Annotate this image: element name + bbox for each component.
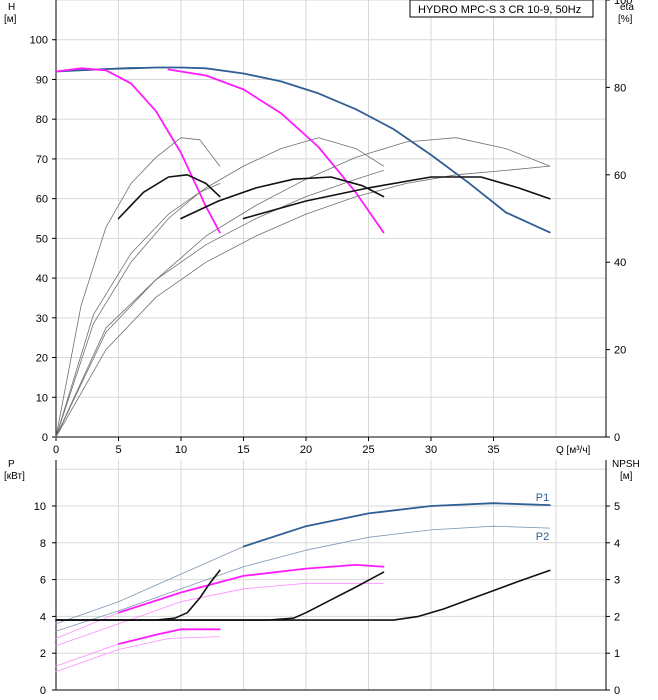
h-tick-label: 10 — [36, 392, 48, 404]
axes — [52, 0, 610, 691]
curve-label-p2: P2 — [536, 531, 549, 543]
eta-tick-label: 100 — [614, 0, 632, 7]
curve-label-p1: P1 — [536, 492, 549, 504]
p-tick-label: 8 — [40, 538, 46, 550]
bottom-p-curve-2 — [55, 525, 551, 632]
bottom-p-curve-1 — [55, 546, 244, 625]
eta-tick-label: 60 — [614, 170, 626, 182]
q-axis-unit: Q [м³/ч] — [556, 445, 591, 456]
npsh-tick-label: 1 — [614, 648, 620, 660]
npsh-tick-label: 5 — [614, 501, 620, 513]
h-tick-label: 90 — [36, 74, 48, 86]
q-tick-label: 35 — [487, 444, 499, 456]
bottom-p-curve-4 — [55, 612, 119, 639]
top-h-curve-3 — [167, 68, 385, 234]
p-tick-label: 2 — [40, 648, 46, 660]
top-eta-curve-12 — [242, 176, 551, 220]
top-panel-grid — [55, 0, 606, 438]
h-tick-label: 100 — [30, 35, 48, 47]
eta-tick-label: 0 — [614, 432, 620, 444]
npsh-tick-label: 2 — [614, 611, 620, 623]
top-h-curve-0 — [55, 66, 551, 234]
bottom-p-curve-3 — [117, 564, 385, 614]
h-tick-label: 80 — [36, 114, 48, 126]
eta-tick-label: 80 — [614, 82, 626, 94]
q-tick-label: 15 — [237, 444, 249, 456]
q-tick-label: 10 — [175, 444, 187, 456]
eta-tick-label: 20 — [614, 345, 626, 357]
npsh-tick-label: 0 — [614, 685, 620, 697]
top-eta-curve-8 — [55, 165, 551, 438]
q-tick-label: 20 — [300, 444, 312, 456]
npsh-axis-unit: [м] — [620, 471, 633, 482]
top-eta-curve-9 — [55, 183, 221, 438]
series-layer — [55, 66, 551, 672]
top-eta-curve-6 — [55, 137, 551, 438]
h-axis-unit: [м] — [4, 14, 17, 25]
top-eta-curve-11 — [180, 176, 385, 220]
p-tick-label: 10 — [34, 501, 46, 513]
q-tick-label: 25 — [362, 444, 374, 456]
p-tick-label: 4 — [40, 611, 46, 623]
bottom-npsh-curve-11 — [55, 569, 551, 621]
q-tick-label: 0 — [53, 444, 59, 456]
npsh-tick-label: 4 — [614, 538, 620, 550]
eta-tick-label: 40 — [614, 257, 626, 269]
h-axis-name: H — [8, 2, 15, 13]
h-tick-label: 50 — [36, 233, 48, 245]
bottom-p-curve-0 — [242, 502, 551, 548]
h-tick-label: 60 — [36, 194, 48, 206]
top-eta-curve-5 — [55, 137, 384, 438]
bottom-npsh-curve-9 — [55, 569, 221, 621]
p-tick-label: 6 — [40, 575, 46, 587]
bottom-panel-grid — [55, 460, 606, 691]
h-tick-label: 20 — [36, 353, 48, 365]
top-h-curve-1 — [55, 67, 207, 72]
bottom-p-curve-7 — [55, 643, 119, 667]
npsh-axis-name: NPSH — [612, 459, 640, 470]
h-tick-label: 70 — [36, 154, 48, 166]
top-eta-curve-10 — [117, 174, 221, 220]
npsh-tick-label: 3 — [614, 575, 620, 587]
top-h-curve-2 — [55, 67, 221, 234]
h-tick-label: 40 — [36, 273, 48, 285]
eta-axis-unit: [%] — [618, 14, 633, 25]
curve-labels: P1 P2 — [536, 492, 549, 543]
h-tick-label: 0 — [42, 432, 48, 444]
p-axis-name: P — [8, 459, 15, 470]
bottom-p-curve-8 — [55, 636, 221, 672]
h-tick-label: 30 — [36, 313, 48, 325]
p-tick-label: 0 — [40, 685, 46, 697]
axis-units: H [м] eta [%] Q [м³/ч] P [кВт] NPSH [м] — [4, 2, 640, 482]
legend-text: HYDRO MPC-S 3 CR 10-9, 50Hz — [418, 4, 581, 16]
bottom-p-curve-5 — [55, 582, 384, 647]
p-axis-unit: [кВт] — [4, 471, 25, 482]
legend-box: HYDRO MPC-S 3 CR 10-9, 50Hz — [409, 0, 594, 18]
bottom-p-curve-6 — [117, 628, 221, 645]
eta-axis-name: eta — [620, 2, 634, 13]
top-eta-curve-4 — [55, 137, 221, 438]
q-tick-label: 30 — [425, 444, 437, 456]
q-tick-label: 5 — [115, 444, 121, 456]
